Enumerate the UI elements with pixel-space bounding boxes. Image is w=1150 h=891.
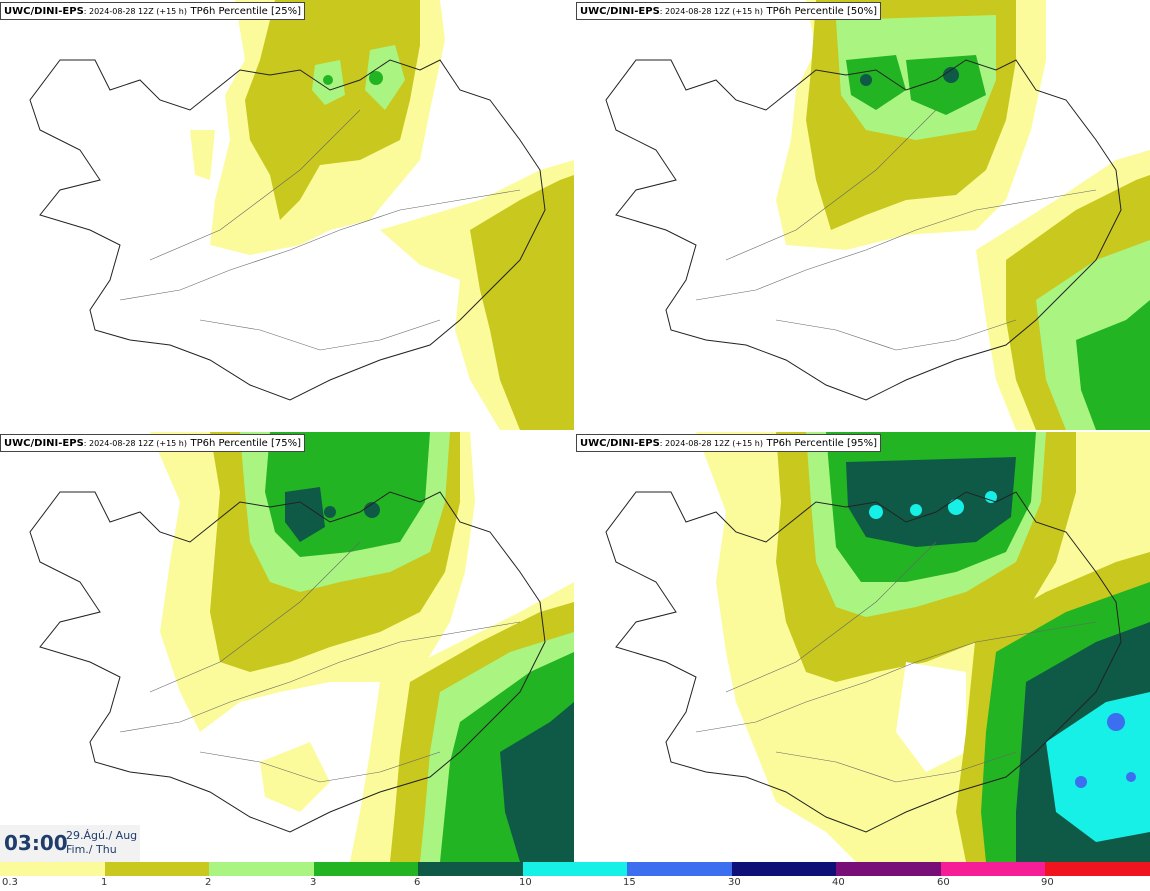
precip-map-p25: [29, 0, 574, 430]
legend-label: 0.3: [2, 877, 18, 888]
product-name: TP6h Percentile [25%]: [190, 6, 302, 17]
legend-swatch: [209, 862, 314, 876]
legend-swatch: [731, 862, 837, 876]
legend-swatch: [313, 862, 419, 876]
panel-header: UWC/DINI-EPS: 2024-08-28 12Z (+15 h) TP6…: [0, 2, 306, 20]
precip-map-p50: [605, 0, 1150, 430]
panel-header: UWC/DINI-EPS: 2024-08-28 12Z (+15 h) TP6…: [0, 434, 306, 452]
precip-map-p95: [605, 432, 1150, 862]
panel-divider: [575, 0, 576, 862]
product-name: TP6h Percentile [50%]: [766, 6, 878, 17]
precip-shading: [150, 432, 574, 862]
run-info: : 2024-08-28 12Z (+15 h): [659, 439, 763, 448]
legend-label: 10: [519, 877, 532, 888]
coastline: [605, 491, 1122, 833]
legend-swatch: [0, 862, 105, 876]
legend-label: 30: [728, 877, 741, 888]
road-network: [695, 541, 1097, 783]
legend-swatch: [418, 862, 523, 876]
valid-time-box: 03:00 29.Ágú./ Aug Fim./ Thu: [0, 825, 140, 863]
road-network: [119, 541, 521, 783]
legend-label: 2: [205, 877, 212, 888]
valid-date-line2: Fim./ Thu: [66, 843, 117, 856]
run-info: : 2024-08-28 12Z (+15 h): [83, 7, 187, 16]
map-panel-p50: UWC/DINI-EPS: 2024-08-28 12Z (+15 h) TP6…: [576, 0, 1150, 430]
panel-header: UWC/DINI-EPS: 2024-08-28 12Z (+15 h) TP6…: [576, 2, 882, 20]
legend-swatch: [104, 862, 210, 876]
color-legend-labels: 0.3 1 2 3 6 10 15 30 40 60 90: [0, 876, 1150, 891]
run-info: : 2024-08-28 12Z (+15 h): [83, 439, 187, 448]
product-name: TP6h Percentile [75%]: [190, 438, 302, 449]
legend-swatch: [1045, 862, 1150, 876]
legend-label: 60: [937, 877, 950, 888]
legend-label: 3: [310, 877, 317, 888]
map-panel-p75: UWC/DINI-EPS: 2024-08-28 12Z (+15 h) TP6…: [0, 432, 574, 862]
color-legend-bar: [0, 862, 1150, 876]
legend-swatch: [627, 862, 732, 876]
panel-header: UWC/DINI-EPS: 2024-08-28 12Z (+15 h) TP6…: [576, 434, 882, 452]
precip-shading: [696, 432, 1150, 862]
legend-label: 90: [1041, 877, 1054, 888]
precip-shading: [190, 0, 574, 430]
model-name: UWC/DINI-EPS: [580, 6, 660, 17]
valid-date-line1: 29.Ágú./ Aug: [66, 829, 138, 842]
precip-map-p75: [29, 432, 574, 862]
map-panel-p25: UWC/DINI-EPS: 2024-08-28 12Z (+15 h) TP6…: [0, 0, 574, 430]
coastline: [605, 59, 1122, 401]
model-name: UWC/DINI-EPS: [4, 6, 84, 17]
legend-swatch: [522, 862, 628, 876]
legend-label: 6: [414, 877, 421, 888]
legend-label: 15: [623, 877, 636, 888]
precip-shading: [776, 0, 1150, 430]
model-name: UWC/DINI-EPS: [580, 438, 660, 449]
legend-swatch: [940, 862, 1046, 876]
valid-time: 03:00: [4, 831, 68, 855]
coastline: [29, 59, 546, 401]
run-info: : 2024-08-28 12Z (+15 h): [659, 7, 763, 16]
valid-date: 29.Ágú./ Aug Fim./ Thu: [66, 829, 137, 857]
legend-label: 40: [832, 877, 845, 888]
legend-label: 1: [101, 877, 108, 888]
coastline: [29, 491, 546, 833]
model-name: UWC/DINI-EPS: [4, 438, 84, 449]
legend-swatch: [836, 862, 941, 876]
product-name: TP6h Percentile [95%]: [766, 438, 878, 449]
road-network: [119, 109, 521, 351]
map-panel-p95: UWC/DINI-EPS: 2024-08-28 12Z (+15 h) TP6…: [576, 432, 1150, 862]
road-network: [695, 109, 1097, 351]
